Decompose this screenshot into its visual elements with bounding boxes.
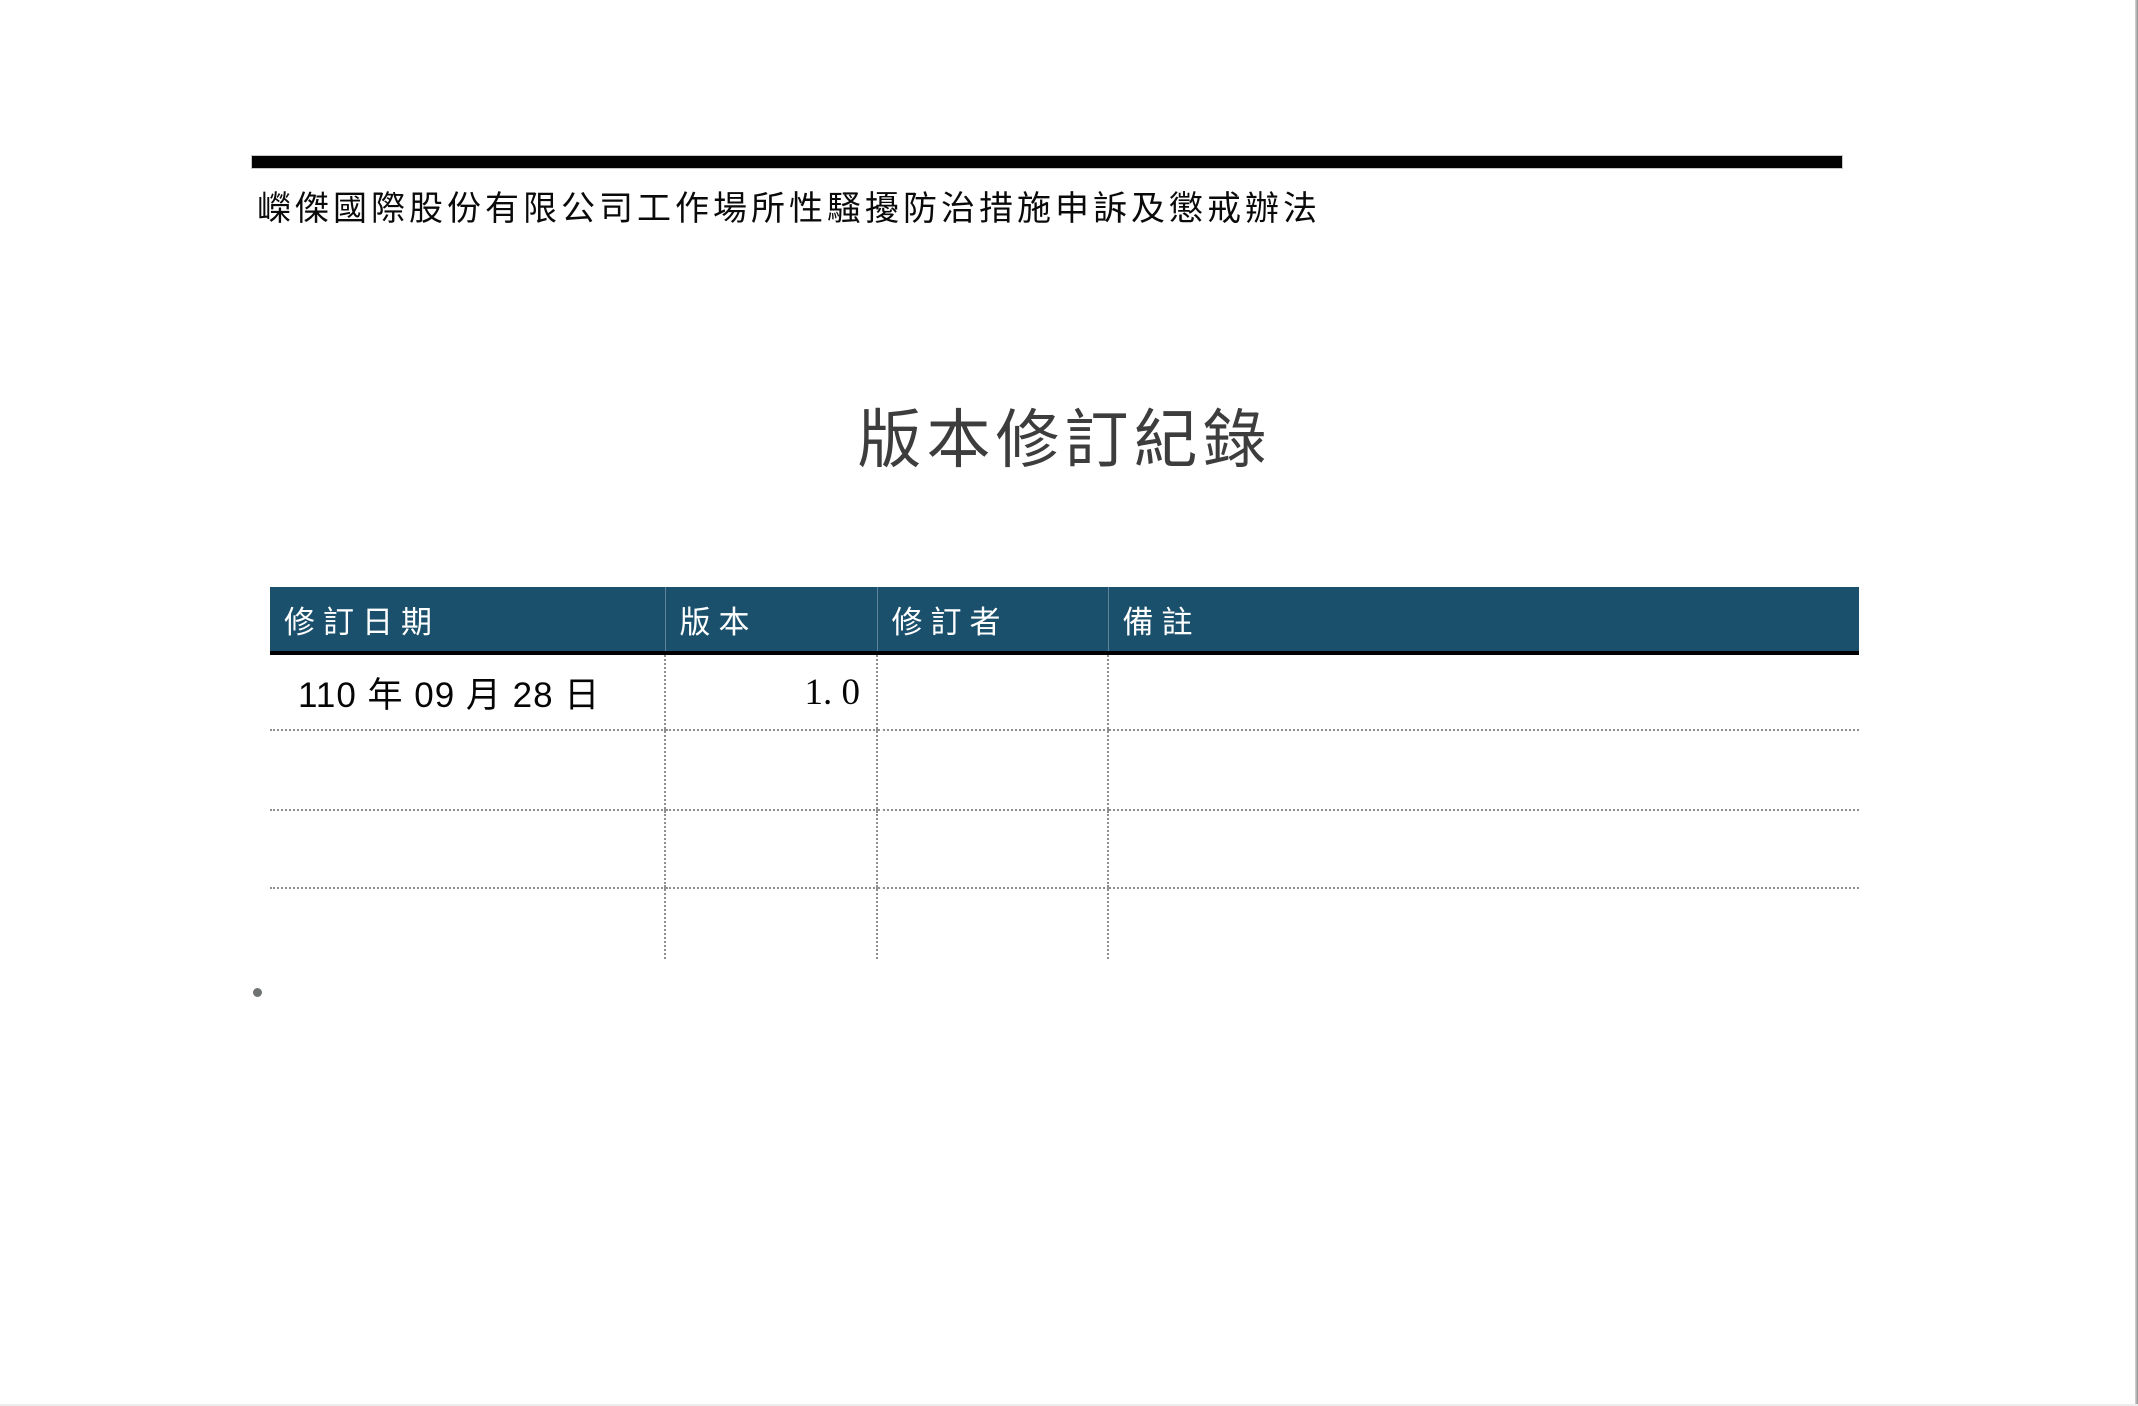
- cell-revision-date: [270, 730, 665, 811]
- top-horizontal-rule: [252, 156, 1842, 168]
- column-header-version: 版本: [664, 587, 877, 655]
- cell-revision-date: [270, 888, 665, 959]
- cell-version: 1. 0: [664, 653, 877, 731]
- cell-revision-date: 110 年 09 月 28 日: [270, 653, 665, 731]
- table-row: [270, 810, 1859, 889]
- cell-remarks: [1107, 653, 1859, 731]
- table-header-row: 修訂日期 版本 修訂者 備註: [270, 587, 1859, 655]
- table-row: 110 年 09 月 28 日 1. 0: [270, 653, 1859, 731]
- cell-version: [664, 888, 877, 959]
- cell-reviser: [876, 730, 1108, 811]
- cell-remarks: [1107, 888, 1859, 959]
- page-right-edge: [2135, 0, 2138, 1406]
- table-row: [270, 888, 1859, 959]
- cell-version: [664, 730, 877, 811]
- revision-history-table: 修訂日期 版本 修訂者 備註 110 年 09 月 28 日 1. 0: [270, 587, 1859, 959]
- column-header-reviser: 修訂者: [876, 587, 1108, 655]
- cell-reviser: [876, 653, 1108, 731]
- list-bullet-icon: [253, 988, 262, 997]
- cell-reviser: [876, 810, 1108, 889]
- cell-remarks: [1107, 810, 1859, 889]
- document-header-text: 嶸傑國際股份有限公司工作場所性騷擾防治措施申訴及懲戒辦法: [257, 189, 1321, 229]
- cell-remarks: [1107, 730, 1859, 811]
- cell-revision-date: [270, 810, 665, 889]
- page-bottom-edge: [0, 1404, 2138, 1406]
- page-title: 版本修訂紀錄: [857, 404, 1272, 478]
- cell-version: [664, 810, 877, 889]
- table-row: [270, 730, 1859, 811]
- column-header-remarks: 備註: [1107, 587, 1859, 655]
- cell-reviser: [876, 888, 1108, 959]
- column-header-revision-date: 修訂日期: [270, 587, 665, 655]
